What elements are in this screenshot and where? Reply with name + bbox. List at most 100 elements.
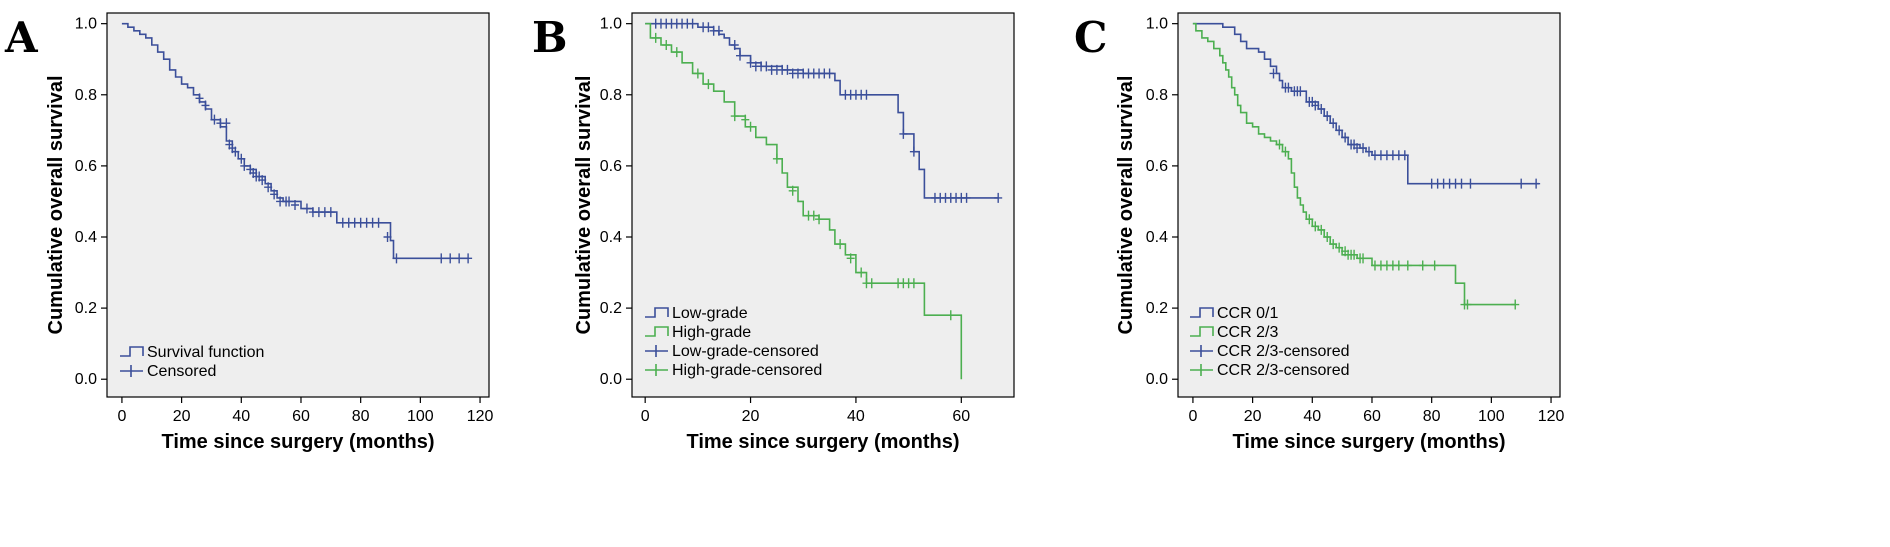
y-tick-label: 0.8 — [600, 87, 622, 104]
legend-swatch — [1190, 307, 1214, 318]
censor-mark — [1511, 299, 1520, 310]
censor-mark — [1335, 125, 1344, 136]
x-tick-label: 120 — [1538, 408, 1565, 425]
x-tick-label: 80 — [352, 408, 370, 425]
censor-mark — [862, 89, 871, 100]
censor-mark — [270, 189, 279, 200]
censor-mark — [1517, 178, 1526, 189]
y-tick-label: 0.8 — [75, 87, 97, 104]
censor-mark — [899, 128, 908, 139]
censor-mark — [704, 22, 713, 33]
legend-label: CCR 0/1 — [1217, 305, 1278, 322]
censor-mark — [210, 114, 219, 125]
y-tick-label: 0.6 — [75, 158, 97, 175]
legend-label: CCR 2/3-censored — [1217, 362, 1350, 379]
censor-mark — [815, 214, 824, 225]
legend-label: High-grade — [672, 324, 751, 341]
legend-swatch — [1190, 345, 1213, 357]
y-tick-label: 0.0 — [600, 371, 622, 388]
y-tick-label: 0.2 — [600, 300, 622, 317]
censor-mark — [962, 192, 971, 203]
censor-mark — [291, 200, 300, 210]
x-axis-title: Time since surgery (months) — [686, 431, 959, 453]
censor-mark — [237, 153, 246, 164]
censor-mark — [1317, 104, 1326, 114]
x-tick-label: 40 — [847, 408, 865, 425]
censor-mark — [730, 111, 739, 122]
censor-mark — [392, 253, 401, 264]
censor-mark — [846, 253, 855, 264]
censor-mark — [437, 253, 446, 264]
x-axis-title: Time since surgery (months) — [1232, 431, 1505, 453]
censor-mark — [195, 93, 204, 104]
censor-mark — [1335, 242, 1344, 253]
censor-mark — [693, 68, 702, 79]
censor-mark — [1269, 68, 1278, 79]
censor-mark — [1403, 260, 1412, 271]
censor-mark — [1365, 146, 1373, 157]
y-tick-label: 0.6 — [1146, 158, 1168, 175]
censor-mark — [909, 146, 918, 157]
panel-A: A 0.0 0.2 0.4 0.6 0.8 1.0 0 20 40 60 80 100 120 Time s… — [4, 12, 493, 453]
censor-mark — [714, 25, 723, 36]
y-tick-label: 1.0 — [75, 16, 97, 33]
y-tick-label: 0.6 — [600, 158, 622, 175]
censor-mark — [772, 153, 781, 164]
y-tick-label: 1.0 — [600, 16, 622, 33]
panel-C: C 0.0 0.2 0.4 0.6 0.8 1.0 0 20 40 60 80 100 120 Time s… — [1074, 12, 1565, 453]
censor-mark — [1341, 132, 1350, 143]
censor-mark — [326, 207, 335, 218]
censor-mark — [383, 232, 392, 242]
censor-mark — [762, 61, 771, 72]
x-tick-label: 20 — [173, 408, 191, 425]
y-axis-title: Cumulative overall survival — [573, 75, 595, 334]
x-tick-label: 60 — [1363, 408, 1381, 425]
legend-label: Low-grade-censored — [672, 343, 819, 360]
legend-swatch — [120, 365, 143, 377]
censor-mark — [704, 79, 713, 90]
censor-mark — [783, 64, 792, 75]
y-axis-title: Cumulative overall survival — [1115, 75, 1137, 334]
censor-mark — [662, 40, 671, 50]
panel-letter: C — [1074, 13, 1107, 62]
x-tick-label: 100 — [407, 408, 434, 425]
y-tick-label: 0.2 — [75, 300, 97, 317]
censor-mark — [730, 40, 739, 50]
censor-mark — [1323, 232, 1332, 242]
censor-mark — [1418, 260, 1427, 271]
y-tick-label: 0.4 — [600, 229, 622, 246]
censor-mark — [809, 210, 818, 221]
y-tick-label: 0.0 — [1146, 371, 1168, 388]
censor-mark — [1350, 249, 1359, 260]
y-tick-label: 0.4 — [1146, 229, 1168, 246]
censor-mark — [464, 253, 473, 264]
censor-mark — [741, 114, 750, 125]
censor-mark — [201, 100, 210, 111]
censor-mark — [909, 278, 918, 289]
censor-mark — [836, 239, 845, 250]
legend-swatch — [120, 346, 144, 357]
censor-mark — [1466, 178, 1475, 189]
censor-mark — [1532, 178, 1541, 189]
censor-mark — [1275, 139, 1284, 150]
legend-label: Censored — [147, 363, 216, 380]
x-tick-label: 0 — [641, 408, 650, 425]
x-tick-label: 100 — [1478, 408, 1505, 425]
y-tick-label: 0.0 — [75, 371, 97, 388]
censor-mark — [1296, 86, 1305, 97]
censor-mark — [857, 267, 866, 278]
x-tick-label: 0 — [1188, 408, 1197, 425]
censor-mark — [1430, 260, 1439, 271]
x-tick-label: 80 — [1423, 408, 1441, 425]
legend-label: CCR 2/3 — [1217, 324, 1278, 341]
censor-mark — [1329, 239, 1338, 250]
censor-mark — [285, 196, 294, 207]
legend-swatch — [645, 364, 668, 376]
x-tick-label: 20 — [742, 408, 760, 425]
x-axis-title: Time since surgery (months) — [161, 431, 434, 453]
x-tick-label: 20 — [1244, 408, 1262, 425]
legend-label: High-grade-censored — [672, 362, 822, 379]
censor-mark — [688, 18, 697, 29]
legend-label: CCR 2/3-censored — [1217, 343, 1350, 360]
panel-letter: A — [4, 13, 39, 62]
